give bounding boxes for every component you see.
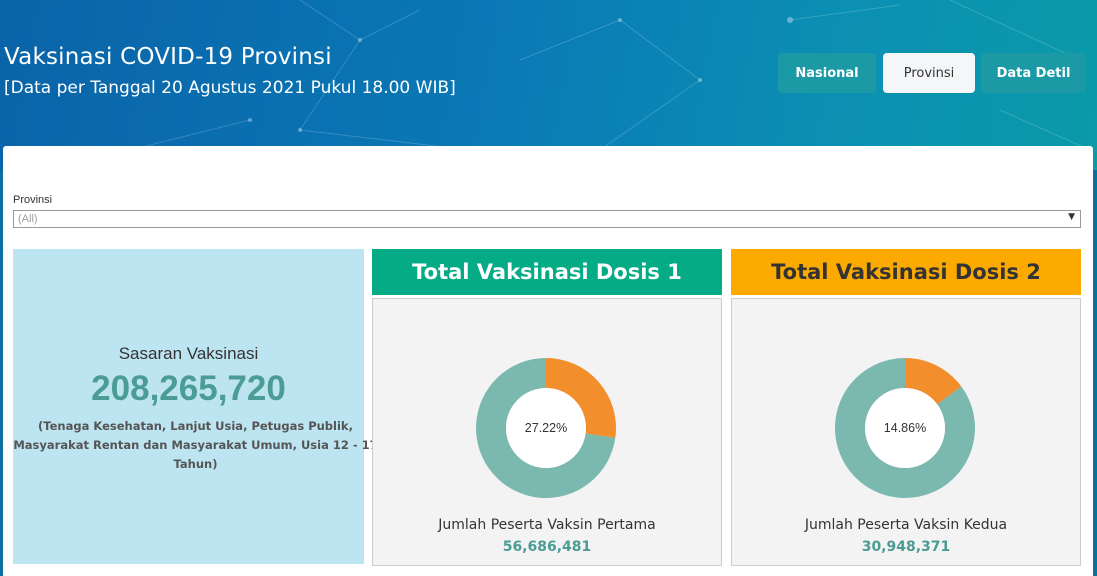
dose1-header: Total Vaksinasi Dosis 1 bbox=[372, 249, 722, 295]
dose2-completed-slice bbox=[905, 358, 962, 405]
provinsi-button[interactable]: Provinsi bbox=[883, 53, 975, 93]
dose2-header: Total Vaksinasi Dosis 2 bbox=[731, 249, 1081, 295]
dose1-label: Jumlah Peserta Vaksin Pertama bbox=[438, 517, 656, 533]
vaccination-target-card: Sasaran Vaksinasi 208,265,720 (Tenaga Ke… bbox=[13, 249, 378, 564]
dose1-completed-slice bbox=[546, 358, 616, 438]
target-note: (Tenaga Kesehatan, Lanjut Usia, Petugas … bbox=[13, 419, 378, 471]
target-title: Sasaran Vaksinasi bbox=[118, 344, 259, 363]
dropdown-arrow-icon[interactable]: ▼ bbox=[1068, 212, 1075, 222]
dose2-percent-label: 14.86% bbox=[883, 421, 927, 435]
target-value: 208,265,720 bbox=[91, 369, 286, 408]
dose1-percent-label: 27.22% bbox=[524, 421, 568, 435]
province-filter-value: (All) bbox=[18, 213, 38, 225]
data-date-subtitle: [Data per Tanggal 20 Agustus 2021 Pukul … bbox=[4, 78, 456, 98]
header-banner: Vaksinasi COVID-19 Provinsi [Data per Ta… bbox=[0, 0, 1097, 170]
network-background-graphic bbox=[129, 0, 1091, 151]
dose2-value: 30,948,371 bbox=[861, 539, 951, 555]
dashboard-panel: Provinsi (All) ▼ Sasaran Vaksinasi 208,2… bbox=[3, 146, 1093, 576]
nasional-button[interactable]: Nasional bbox=[778, 53, 876, 93]
dose2-remaining-slice bbox=[835, 358, 975, 498]
dose2-card: 14.86% Jumlah Peserta Vaksin Kedua 30,94… bbox=[731, 298, 1081, 566]
province-filter-select[interactable]: (All) ▼ bbox=[13, 210, 1081, 228]
province-filter-label: Provinsi bbox=[13, 194, 53, 206]
dose2-donut-chart bbox=[835, 358, 975, 498]
dose1-donut-hole bbox=[506, 388, 586, 468]
dose1-donut-chart bbox=[476, 358, 616, 498]
dose1-value: 56,686,481 bbox=[502, 539, 592, 555]
page-title: Vaksinasi COVID-19 Provinsi bbox=[4, 44, 332, 70]
dose2-donut-hole bbox=[865, 388, 945, 468]
dose1-remaining-slice bbox=[476, 358, 616, 498]
dose2-label: Jumlah Peserta Vaksin Kedua bbox=[804, 517, 1008, 533]
dose1-card: 27.22% Jumlah Peserta Vaksin Pertama 56,… bbox=[372, 298, 722, 566]
data-detil-button[interactable]: Data Detil bbox=[981, 53, 1086, 93]
